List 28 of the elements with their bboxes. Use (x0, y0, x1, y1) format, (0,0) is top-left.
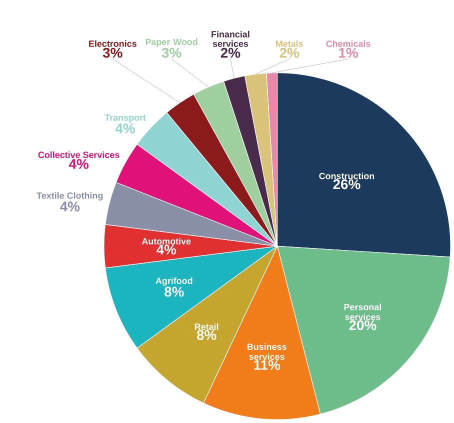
slice-label: Paper Wood (146, 38, 198, 47)
data-label: 3% (102, 48, 122, 58)
slice-label: Electronics (89, 40, 136, 47)
slice-label: Retail (194, 323, 218, 330)
slice-label: Business services (247, 343, 286, 360)
data-label: 8% (196, 330, 216, 340)
slice-label: Financial services (212, 30, 250, 47)
slice-label: Transport (104, 114, 146, 123)
data-label: 2% (220, 48, 240, 58)
slice-label: Agrifood (156, 277, 192, 286)
data-label: 4% (156, 244, 176, 254)
slice-label: Chemicals (326, 40, 370, 47)
data-label: 4% (68, 159, 88, 169)
data-label: 3% (162, 48, 182, 58)
slice-label: Personal services (344, 304, 382, 320)
data-label: 20% (349, 320, 376, 330)
data-label: 4% (115, 124, 135, 134)
slice-label: Construction (319, 172, 374, 180)
data-label: 26% (333, 179, 360, 190)
data-label: 11% (254, 360, 280, 370)
slice-label: Metals (276, 40, 303, 47)
data-label: 1% (339, 48, 358, 58)
slice-label: Collective Services (38, 151, 120, 158)
slice-label: Automotive (142, 238, 191, 244)
slice-label: Textile Clothing (36, 192, 103, 201)
data-label: 8% (164, 286, 184, 297)
data-label: 4% (60, 202, 80, 212)
data-label: 2% (280, 48, 300, 58)
